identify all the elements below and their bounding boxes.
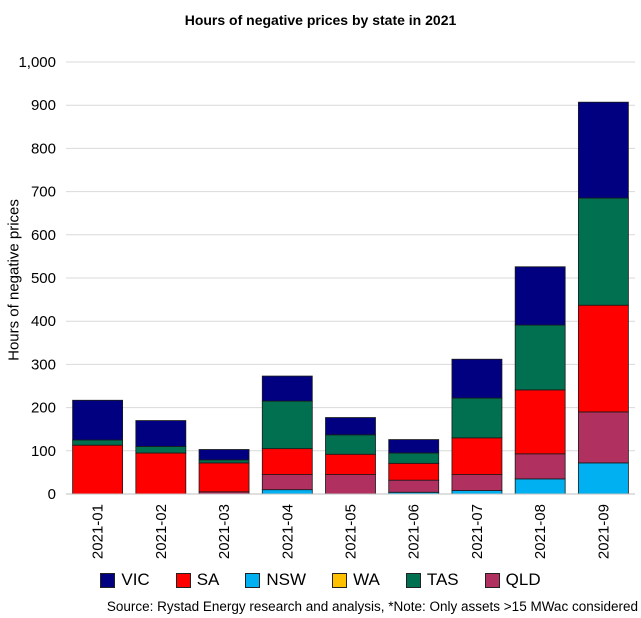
bar-segment-sa xyxy=(514,389,566,455)
legend-label: NSW xyxy=(266,570,307,589)
bar-segment-nsw xyxy=(261,489,313,495)
bar-segment-vic xyxy=(72,399,124,441)
legend-label: SA xyxy=(196,570,220,589)
bar-segment-nsw xyxy=(451,490,503,495)
x-tick-label: 2021-04 xyxy=(279,504,296,559)
y-tick-label: 0 xyxy=(48,486,56,503)
x-tick-label: 2021-03 xyxy=(216,504,233,559)
bar-segment-qld xyxy=(577,411,629,464)
legend-label: WA xyxy=(353,570,380,589)
legend-item-vic: VIC xyxy=(100,570,150,590)
legend-swatch xyxy=(405,572,421,588)
legend-label: VIC xyxy=(121,570,150,589)
chart-plot: 0 100 200 300 400 500 600 700 800 900 1,000 2021-01… xyxy=(18,54,635,559)
legend-item-qld: QLD xyxy=(484,570,541,590)
bar-segment-vic xyxy=(135,420,187,447)
legend-item-wa: WA xyxy=(332,570,380,590)
bar-segment-vic xyxy=(514,266,566,326)
bar-segment-nsw xyxy=(514,478,566,495)
bar-segment-tas xyxy=(325,434,376,455)
bar-segment-sa xyxy=(388,462,440,481)
bar-segment-vic xyxy=(577,101,629,199)
bar-segment-qld xyxy=(261,474,313,491)
y-tick-label: 300 xyxy=(31,356,56,373)
source-note: Source: Rystad Energy research and analy… xyxy=(106,599,638,614)
bar-segment-sa xyxy=(261,448,313,475)
bar-segment-vic xyxy=(388,439,440,454)
x-tick-label: 2021-09 xyxy=(595,504,612,559)
x-tick-label: 2021-01 xyxy=(90,504,107,559)
legend-swatch xyxy=(245,572,261,588)
chart-title: Hours of negative prices by state in 202… xyxy=(184,12,457,28)
bar-segment-tas xyxy=(388,452,440,464)
bar-segment-sa xyxy=(451,437,503,475)
legend-item-sa: SA xyxy=(175,570,220,590)
legend: VIC SA NSW WA TAS QLD xyxy=(0,570,641,590)
x-tick-label: 2021-07 xyxy=(469,504,486,559)
bar-segment-tas xyxy=(261,400,313,450)
bar-segment-sa xyxy=(577,304,629,413)
bar-segment-tas xyxy=(577,197,629,306)
bar-segment-vic xyxy=(261,375,313,402)
legend-item-nsw: NSW xyxy=(245,570,306,590)
bar-segment-vic xyxy=(325,417,376,436)
bar-segment-qld xyxy=(325,474,376,495)
legend-swatch xyxy=(100,572,116,588)
y-tick-label: 900 xyxy=(31,97,56,114)
bar-segment-nsw xyxy=(577,462,629,495)
x-tick-label: 2021-02 xyxy=(153,504,170,559)
bar-segment-sa xyxy=(72,444,124,495)
legend-swatch xyxy=(175,572,191,588)
bar-segment-qld xyxy=(514,453,566,480)
x-tick-label: 2021-06 xyxy=(406,504,423,559)
bar-segment-tas xyxy=(514,324,566,391)
bar-segment-qld xyxy=(451,474,503,491)
y-tick-label: 500 xyxy=(31,270,56,287)
y-tick-label: 600 xyxy=(31,227,56,244)
bar-segment-tas xyxy=(451,397,503,439)
bar-segment-qld xyxy=(388,479,440,493)
x-tick-label: 2021-08 xyxy=(532,504,549,559)
y-tick-label: 800 xyxy=(31,140,56,157)
legend-label: TAS xyxy=(426,570,459,589)
y-tick-label: 1,000 xyxy=(18,54,56,71)
x-tick-label: 2021-05 xyxy=(343,504,360,559)
y-tick-label: 100 xyxy=(31,443,56,460)
legend-item-tas: TAS xyxy=(405,570,459,590)
y-tick-label: 400 xyxy=(31,313,56,330)
bar-segment-tas xyxy=(72,439,124,446)
legend-swatch xyxy=(484,572,500,588)
bar-segment-sa xyxy=(325,453,376,475)
legend-swatch xyxy=(332,572,348,588)
legend-label: QLD xyxy=(505,570,541,589)
y-tick-label: 700 xyxy=(31,184,56,201)
bar-segment-sa xyxy=(135,452,187,495)
bar-segment-tas xyxy=(135,446,187,454)
bar-segment-sa xyxy=(198,462,250,493)
bar-segment-vic xyxy=(451,358,503,399)
bar-segment-vic xyxy=(198,449,250,461)
bar-segment-tas xyxy=(198,459,250,464)
y-tick-label: 200 xyxy=(31,400,56,417)
